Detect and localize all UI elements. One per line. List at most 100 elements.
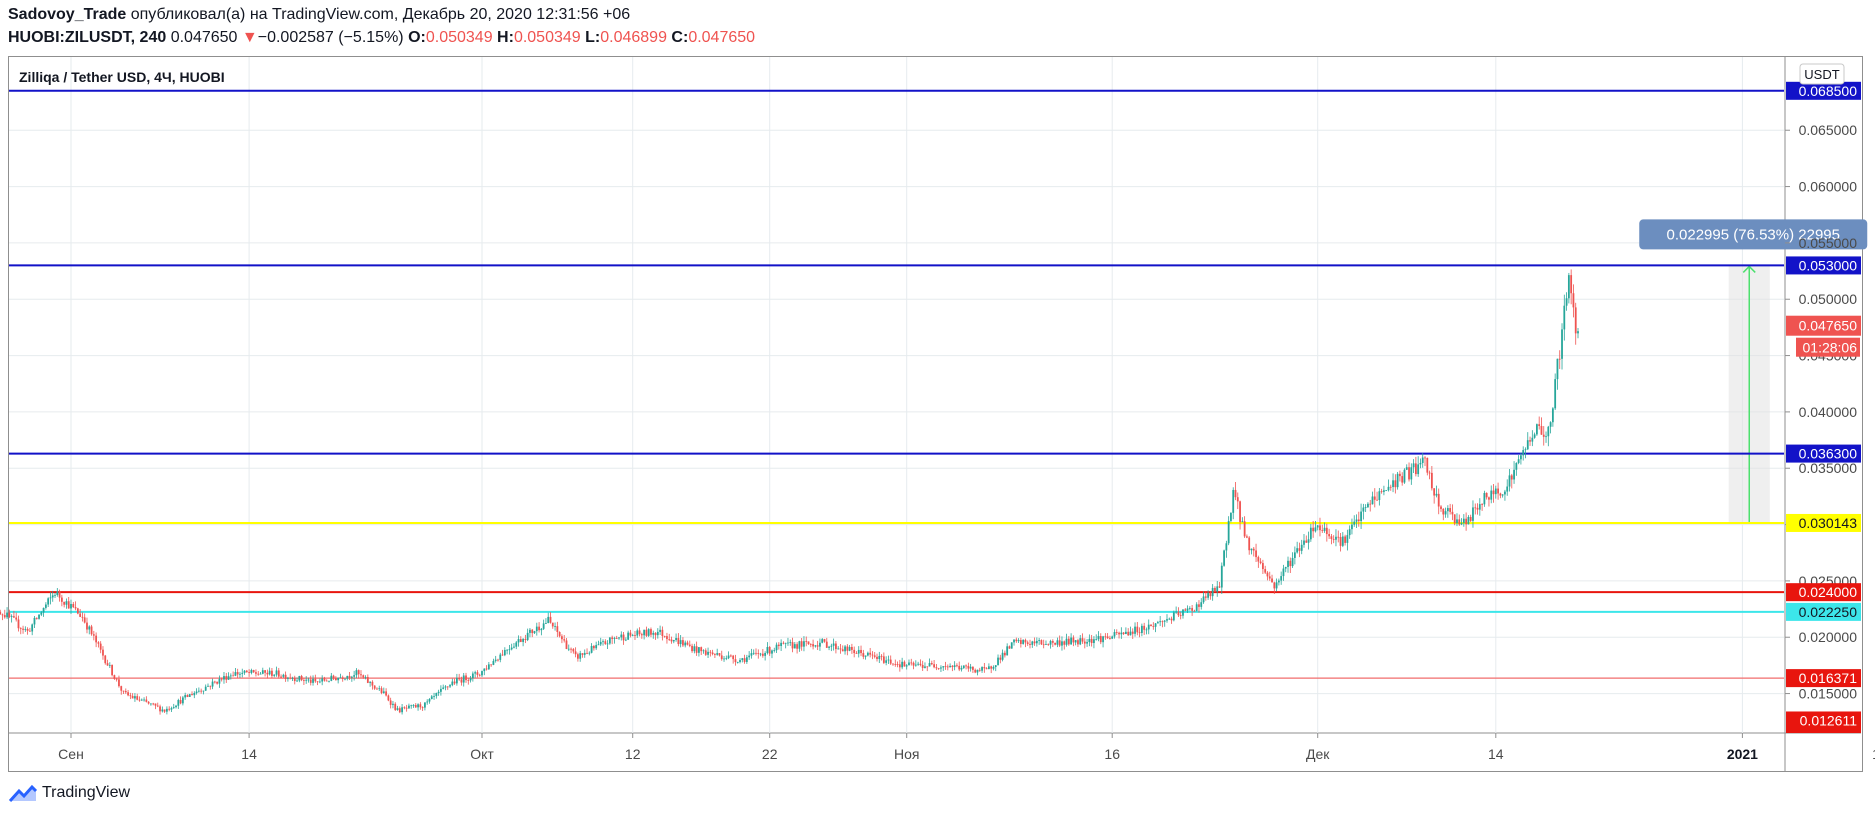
candle-body	[1204, 596, 1207, 598]
candle-body	[1127, 631, 1130, 636]
candle-body	[940, 667, 942, 669]
candle-body	[748, 655, 751, 658]
tradingview-logo[interactable]: TradingView	[8, 784, 130, 802]
candle-body	[1024, 639, 1027, 643]
candle-body	[1074, 640, 1077, 643]
candle-body	[357, 670, 360, 675]
candle-body	[455, 677, 458, 684]
candle-body	[1346, 535, 1349, 543]
candle-body	[1312, 527, 1315, 532]
candle-body	[339, 677, 342, 679]
candle-body	[588, 652, 591, 654]
candle-body	[161, 709, 164, 712]
candle-body	[702, 650, 705, 652]
candle-body	[1303, 540, 1305, 545]
candle-body	[638, 630, 641, 635]
candle-body	[999, 657, 1002, 660]
candle-body	[353, 675, 356, 677]
candle-body	[1424, 457, 1426, 459]
candle-body	[129, 695, 132, 697]
candle-body	[985, 668, 988, 670]
measure-label-text: 0.022995 (76.53%) 22995	[1667, 226, 1840, 243]
candle-body	[1446, 508, 1449, 512]
candle-body	[1033, 641, 1036, 644]
candle-body	[700, 647, 703, 652]
candle-body	[188, 694, 191, 697]
candle-body	[1086, 642, 1088, 644]
level-price-label: 0.030143	[1799, 515, 1858, 531]
time-tick-label: Дек	[1306, 746, 1330, 762]
candle-body	[1163, 620, 1166, 622]
candle-body	[611, 637, 614, 639]
candle-body	[599, 641, 602, 645]
candle-body	[1010, 642, 1013, 649]
candle-body	[1289, 560, 1292, 567]
candle-body	[1195, 604, 1198, 611]
candle-body	[919, 663, 922, 665]
currency-badge[interactable]: USDT	[1799, 63, 1845, 85]
price-tick-label: 0.055000	[1799, 235, 1858, 251]
candle-body	[380, 688, 383, 693]
candle-body	[483, 668, 486, 672]
candle-body	[880, 655, 883, 657]
close-value: 0.047650	[688, 29, 756, 46]
candle-body	[812, 644, 814, 647]
price-range-measure[interactable]: 0.022995 (76.53%) 22995	[1639, 219, 1868, 524]
candle-body	[118, 679, 120, 687]
candle-body	[978, 669, 981, 671]
candle-body	[17, 619, 20, 629]
candle-body	[878, 655, 881, 660]
level-price-label-bg	[1786, 444, 1861, 463]
candle-body	[170, 708, 173, 710]
candle-body	[855, 653, 858, 654]
candle-body	[83, 617, 86, 623]
candle-body	[698, 647, 700, 653]
tradingview-cloud-icon	[8, 784, 38, 802]
candle-body	[1467, 516, 1470, 525]
candle-body	[414, 704, 417, 708]
candle-body	[271, 670, 273, 676]
candle-body	[1216, 586, 1219, 592]
grid-lines	[9, 57, 1861, 771]
candle-body	[1191, 608, 1194, 611]
candle-body	[798, 641, 801, 649]
candle-body	[360, 674, 362, 676]
price-axis[interactable]: 0.0150000.0200000.0250000.0300000.035000…	[1785, 81, 1861, 733]
candle-body	[1136, 626, 1139, 633]
candle-body	[437, 691, 440, 693]
candle-body	[177, 700, 180, 706]
candle-body	[122, 690, 125, 692]
candle-body	[1298, 548, 1301, 551]
candle-body	[8, 612, 11, 617]
candle-body	[172, 707, 175, 709]
time-axis[interactable]: Сен14Окт1222Ноя16Дек1420211121Фев	[58, 733, 1875, 762]
candle-body	[1058, 640, 1061, 646]
candle-body	[729, 655, 732, 657]
measure-label-badge[interactable]	[1639, 219, 1868, 250]
candle-body	[216, 681, 219, 684]
candle-body	[166, 708, 168, 712]
candle-body	[293, 678, 296, 682]
candle-body	[236, 672, 239, 675]
candle-body	[60, 597, 63, 602]
author-name[interactable]: Sadovoy_Trade	[8, 6, 127, 23]
candle-body	[761, 653, 764, 656]
candle-body	[743, 658, 746, 662]
candle-body	[487, 664, 490, 670]
candle-body	[478, 674, 481, 676]
candle-body	[1029, 643, 1031, 645]
candle-body	[1538, 424, 1541, 426]
candle-body	[284, 674, 287, 679]
candle-body	[629, 632, 632, 636]
candle-body	[428, 698, 431, 702]
horizontal-levels[interactable]	[9, 89, 1784, 679]
candle-body	[1449, 508, 1452, 512]
candle-body	[1328, 534, 1331, 537]
candle-body	[1529, 440, 1531, 442]
candle-body	[1262, 563, 1264, 570]
candle-body	[376, 688, 378, 690]
candle-body	[268, 670, 271, 675]
candle-body	[837, 648, 840, 650]
candle-body	[42, 607, 45, 613]
